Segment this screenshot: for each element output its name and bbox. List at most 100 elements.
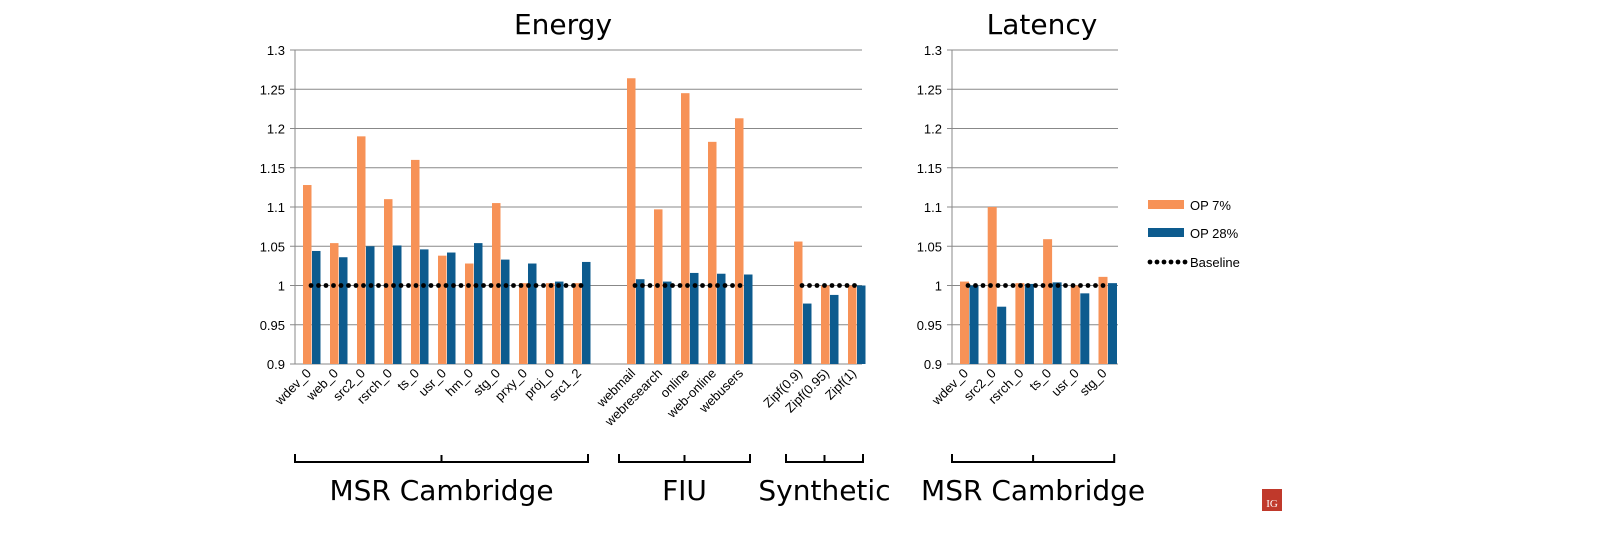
baseline-dot xyxy=(1010,283,1016,288)
y-tick-label: 1 xyxy=(278,279,285,294)
baseline-dot xyxy=(458,283,464,288)
bar-op28 xyxy=(717,273,726,364)
bar-op28 xyxy=(528,263,537,364)
baseline-dot xyxy=(844,283,850,288)
group-label: FIU xyxy=(662,474,707,507)
baseline-dot xyxy=(1003,283,1008,288)
baseline-dot xyxy=(511,283,516,288)
bar-op28 xyxy=(1052,282,1062,364)
baseline-dot xyxy=(973,283,978,288)
chart-title: Latency xyxy=(987,8,1098,41)
baseline-dot xyxy=(700,283,705,288)
bar-op7 xyxy=(627,78,636,364)
baseline-dot xyxy=(1018,283,1023,288)
baseline-dot xyxy=(466,283,471,288)
baseline-dot xyxy=(1078,283,1083,288)
bar-op28 xyxy=(555,281,564,364)
y-tick-label: 1.3 xyxy=(924,43,942,58)
baseline-dot xyxy=(383,283,389,288)
baseline-dot xyxy=(980,283,986,288)
baseline-dot xyxy=(1055,283,1061,288)
baseline-dot xyxy=(1033,283,1038,288)
bar-op28 xyxy=(582,261,591,364)
baseline-dot xyxy=(578,283,584,288)
baseline-dot xyxy=(685,283,690,288)
bar-op28 xyxy=(447,252,456,364)
bar-op28 xyxy=(830,294,839,364)
group-bracket xyxy=(618,454,751,463)
baseline-dot xyxy=(533,283,539,288)
baseline-dot xyxy=(1048,283,1053,288)
legend-swatch-dot xyxy=(1175,259,1181,265)
y-tick-label: 1.25 xyxy=(260,82,285,97)
baseline-dot xyxy=(1070,283,1076,288)
bar-op28 xyxy=(1024,283,1034,364)
baseline-dot xyxy=(1100,283,1106,288)
y-tick-label: 1.2 xyxy=(267,122,285,137)
bar-op7 xyxy=(708,141,717,364)
baseline-dot xyxy=(548,283,554,288)
legend-label: OP 28% xyxy=(1190,226,1239,241)
baseline-dot xyxy=(308,283,314,288)
group-bracket xyxy=(294,454,589,463)
baseline-dot xyxy=(556,283,561,288)
bar-op7 xyxy=(1070,285,1080,364)
baseline-dot xyxy=(376,283,381,288)
bar-op7 xyxy=(438,255,447,364)
y-tick-label: 1.1 xyxy=(267,200,285,215)
bar-op7 xyxy=(821,285,830,364)
baseline-dot xyxy=(518,283,524,288)
baseline-dot xyxy=(503,283,509,288)
y-tick-label: 0.95 xyxy=(917,318,942,333)
baseline-dot xyxy=(571,283,576,288)
bar-op7 xyxy=(960,281,969,364)
baseline-dot xyxy=(323,283,329,288)
bar-op7 xyxy=(848,285,857,364)
group-label: Synthetic xyxy=(758,474,890,507)
baseline-dot xyxy=(722,283,728,288)
bar-op28 xyxy=(997,306,1007,364)
bar-op28 xyxy=(857,285,866,364)
y-tick-label: 1.15 xyxy=(260,161,285,176)
baseline-dot xyxy=(473,283,479,288)
bar-op28 xyxy=(339,257,348,364)
legend-swatch-dot xyxy=(1168,259,1174,265)
bar-op7 xyxy=(735,118,744,364)
y-tick-label: 1.05 xyxy=(917,239,942,254)
baseline-dot xyxy=(398,283,404,288)
baseline-dot xyxy=(737,283,743,288)
y-tick-label: 1 xyxy=(935,279,942,294)
bar-op7 xyxy=(573,283,582,364)
baseline-dot xyxy=(421,283,426,288)
bar-op28 xyxy=(969,285,979,364)
bar-op28 xyxy=(501,259,510,364)
bar-op7 xyxy=(681,93,690,365)
legend-swatch-dot xyxy=(1182,259,1188,265)
group-label: MSR Cambridge xyxy=(921,474,1145,507)
chart-title: Energy xyxy=(514,8,612,41)
baseline-dot xyxy=(526,283,531,288)
baseline-dot xyxy=(707,283,713,288)
baseline-dot xyxy=(316,283,321,288)
bar-op7 xyxy=(1015,283,1025,364)
baseline-dot xyxy=(563,283,569,288)
legend-swatch xyxy=(1148,200,1184,209)
baseline-dot xyxy=(829,283,835,288)
bar-op28 xyxy=(474,243,483,364)
y-tick-label: 0.9 xyxy=(924,357,942,372)
baseline-dot xyxy=(368,283,374,288)
baseline-dot xyxy=(632,283,638,288)
x-tick-label: stg_0 xyxy=(1077,366,1110,399)
baseline-dot xyxy=(443,283,449,288)
group-bracket xyxy=(951,454,1116,463)
baseline-dot xyxy=(837,283,842,288)
bar-op28 xyxy=(420,249,429,364)
bar-op7 xyxy=(519,283,528,364)
bar-op7 xyxy=(303,185,312,364)
bar-op28 xyxy=(312,250,321,364)
legend-label: OP 7% xyxy=(1190,198,1231,213)
bar-op7 xyxy=(384,199,393,364)
baseline-dot xyxy=(730,283,735,288)
baseline-dot xyxy=(647,283,653,288)
